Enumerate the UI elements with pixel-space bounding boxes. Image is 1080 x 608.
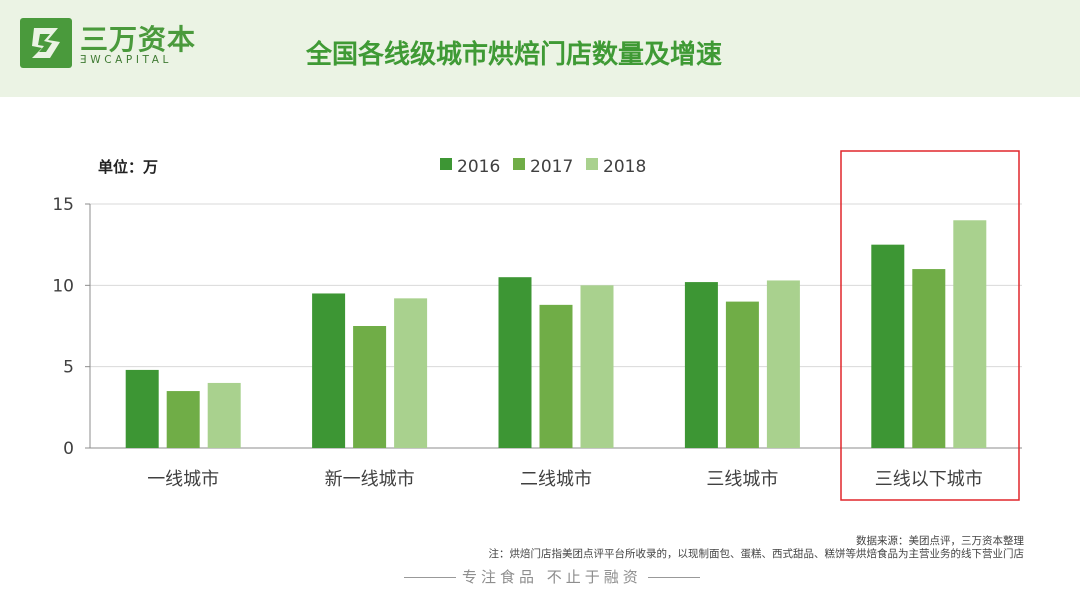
highlight-box [840,150,1020,501]
y-tick-label: 15 [52,195,74,215]
y-tick-label: 5 [63,358,74,378]
bar-2017 [912,269,946,448]
bar-2016 [684,282,718,448]
slogan: 专注食品 不止于融资 [398,566,706,587]
legend-label: 2017 [530,157,573,177]
y-tick-label: 10 [52,276,74,296]
legend-label: 2018 [603,157,646,177]
legend-swatch [513,158,525,170]
x-tick-label: 三线以下城市 [875,469,983,490]
bar-2018 [207,382,241,448]
legend-label: 2016 [457,157,500,177]
legend-swatch [440,158,452,170]
bar-2017 [725,301,759,448]
bar-2018 [953,220,987,448]
bar-2016 [498,277,532,448]
y-tick-label: 0 [63,439,74,459]
bar-2016 [312,293,346,448]
brand-name: 三万资本 [80,23,197,56]
slogan-divider-right [647,577,700,578]
bar-2016 [871,244,905,448]
x-tick-label: 二线城市 [520,469,592,490]
bar-2018 [766,280,800,448]
data-source: 数据来源：美团点评，三万资本整理 [856,535,1024,547]
slogan-text: 专注食品 不止于融资 [462,568,642,586]
brand-name-en: ƎWCAPITAL [80,54,172,66]
header-bar: 三万资本 ƎWCAPITAL 全国各线级城市烘焙门店数量及增速 [0,0,1080,97]
legend-swatch [586,158,598,170]
bar-2017 [166,391,200,448]
x-tick-label: 三线城市 [706,469,778,490]
x-tick-label: 一线城市 [147,469,219,490]
bar-2018 [580,285,614,448]
page-title: 全国各线级城市烘焙门店数量及增速 [306,40,723,70]
sanwan-logo-icon [20,18,72,68]
bar-2017 [539,304,573,448]
slogan-divider-left [404,577,456,578]
bar-2016 [125,369,159,448]
unit-label: 单位：万 [98,158,159,176]
bar-2018 [394,298,428,448]
bar-2017 [353,326,387,448]
x-tick-label: 新一线城市 [325,469,415,490]
footnote: 注：烘焙门店指美团点评平台所收录的，以现制面包、蛋糕、西式甜品、糕饼等烘焙食品为… [488,548,1025,560]
